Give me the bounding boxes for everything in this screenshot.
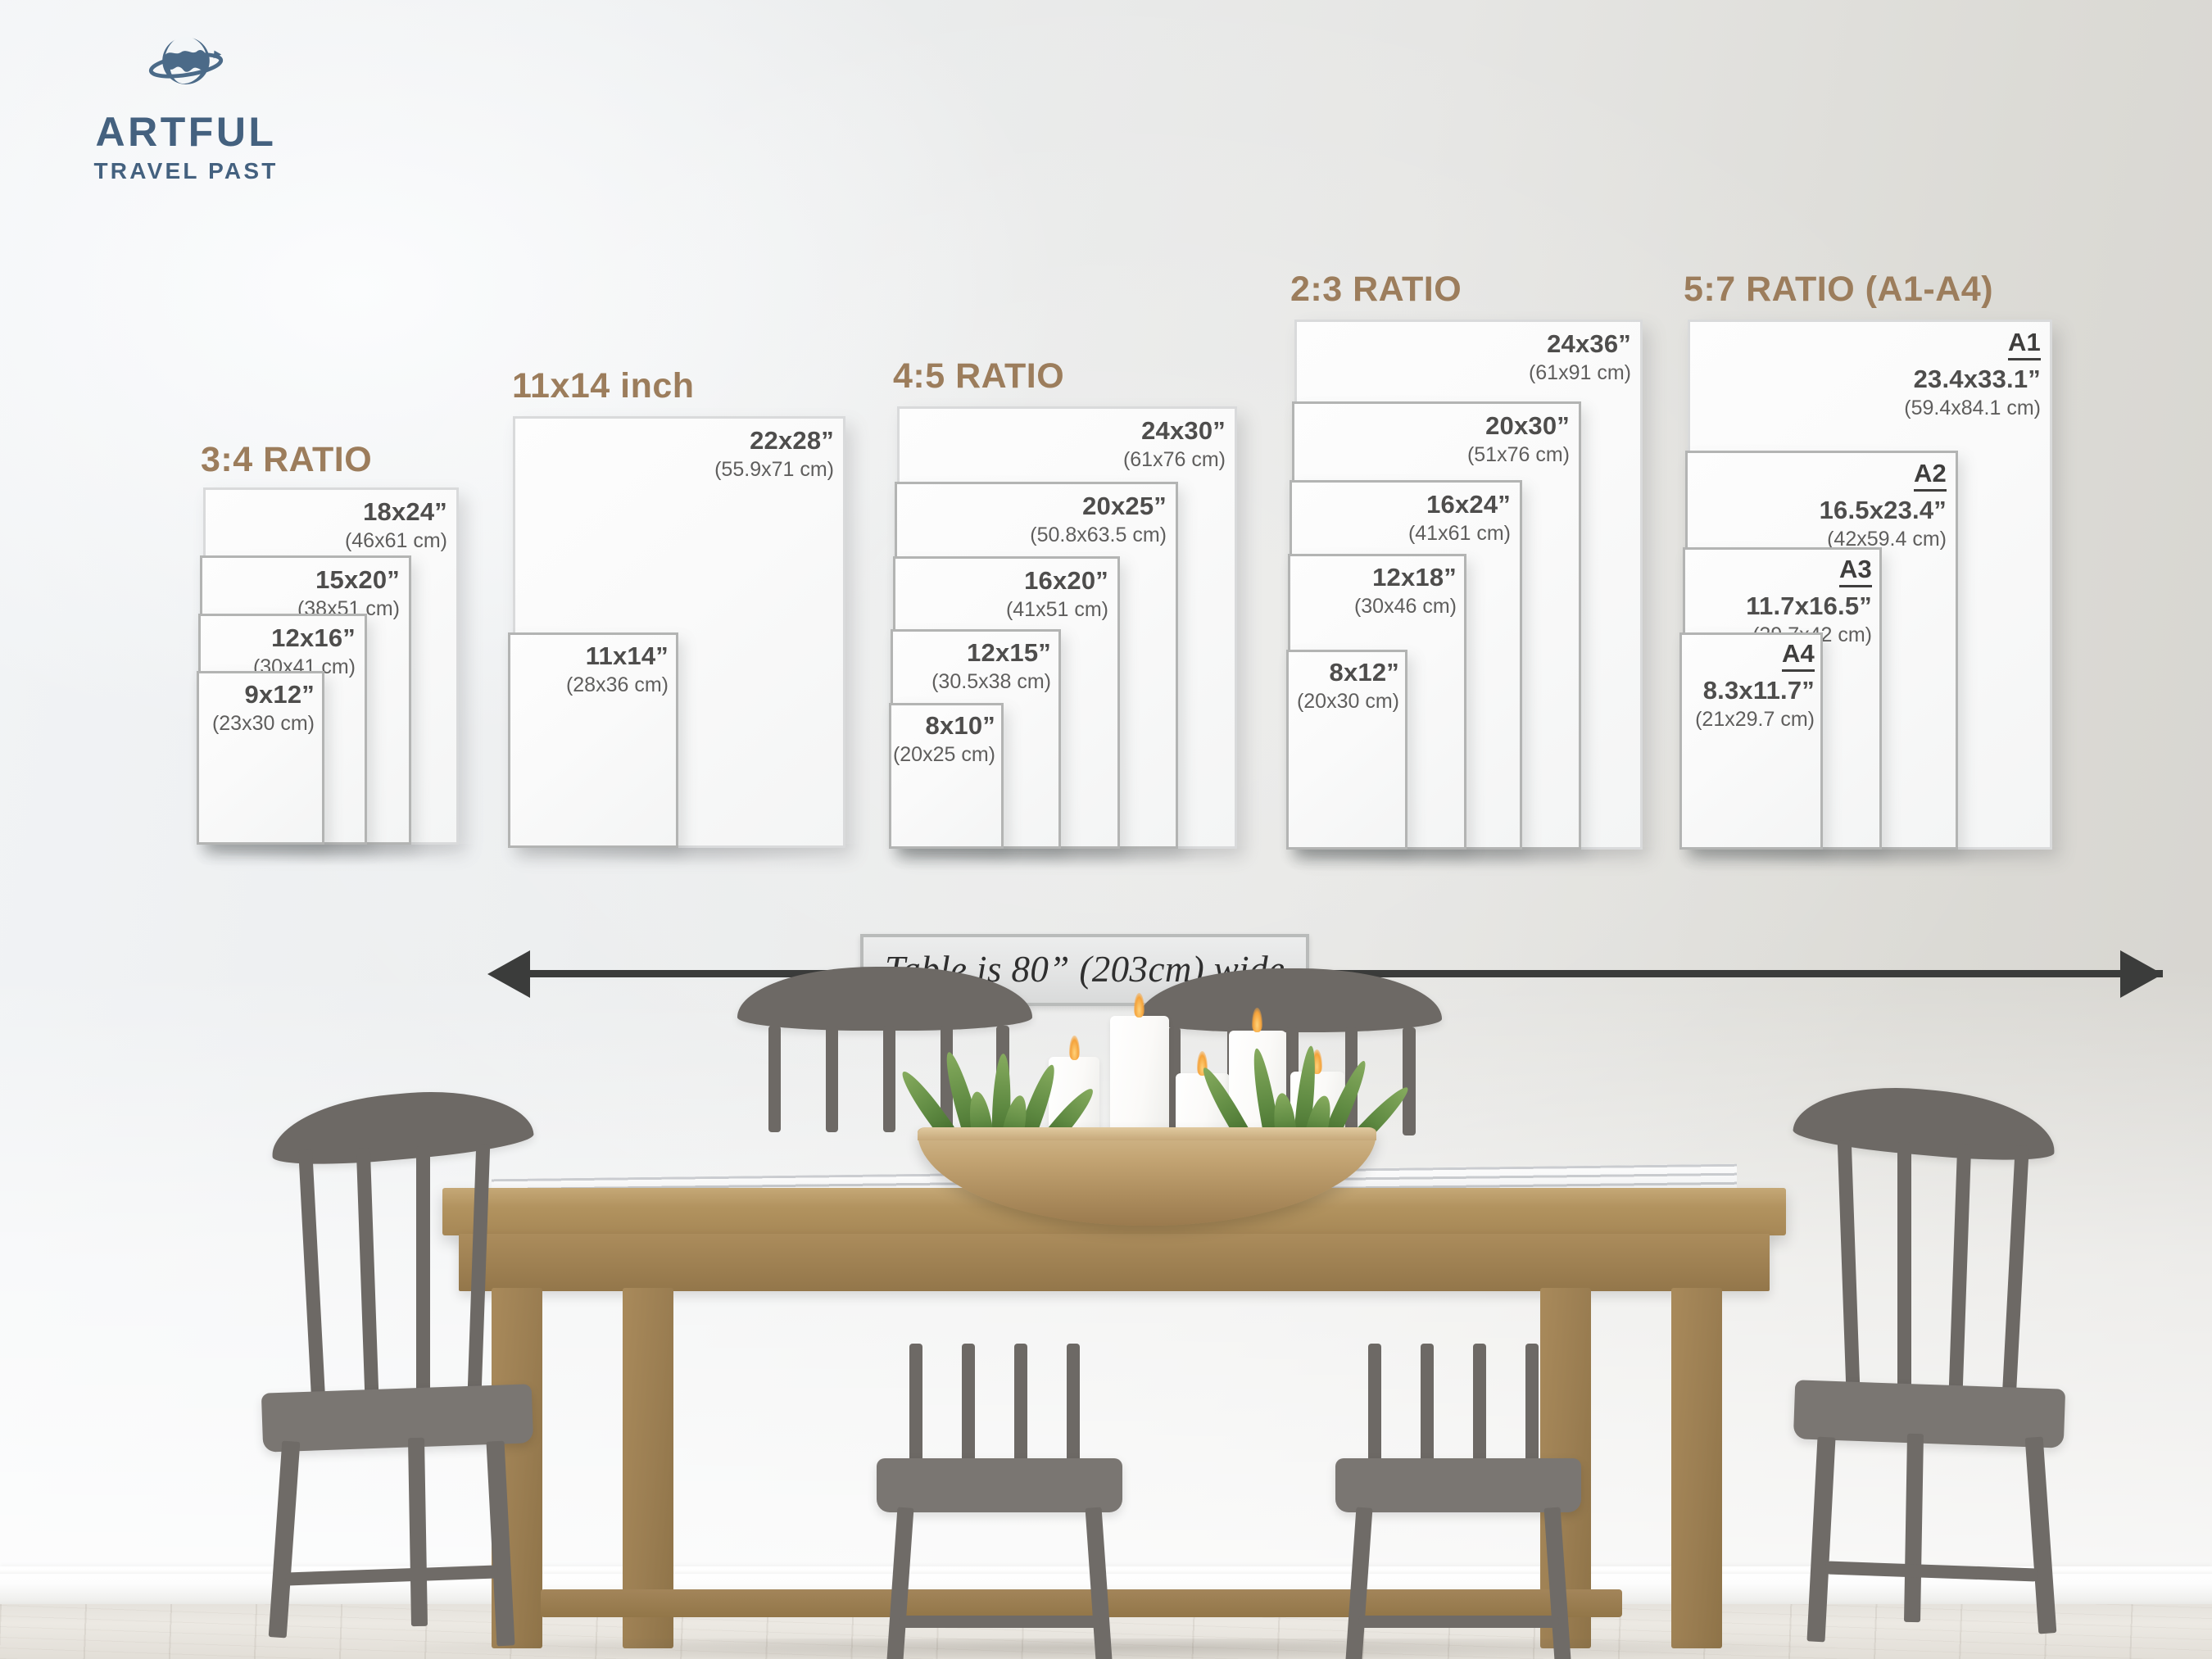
frame-11x14[interactable]: 11x14” (28x36 cm): [508, 632, 678, 848]
brand-logo: ARTFUL TRAVEL PAST: [51, 25, 321, 183]
frame-stack: 24x36” (61x91 cm) 20x30” (51x76 cm) 16x2…: [1286, 320, 1643, 850]
frame-label: 16x24” (41x61 cm): [1407, 490, 1511, 545]
frame-label: 24x30” (61x76 cm): [1122, 416, 1226, 471]
chair-front-center-right: [1311, 1098, 1655, 1659]
frame-code: A4: [1781, 640, 1815, 672]
table-leg: [1671, 1288, 1722, 1648]
frame-stack: 18x24” (46x61 cm) 15x20” (38x51 cm) 12x1…: [197, 487, 459, 848]
chair-front-right: [1704, 1078, 2114, 1647]
group-title: 3:4 RATIO: [201, 440, 373, 479]
table-shadow: [393, 1639, 1835, 1659]
group-title: 2:3 RATIO: [1290, 270, 1462, 309]
group-shadow: [205, 844, 475, 865]
group-shadow: [1294, 847, 1655, 868]
chair-front-left: [246, 1082, 655, 1647]
frame-label: A4 8.3x11.7” (21x29.7 cm): [1695, 639, 1815, 731]
flame-icon: [1252, 1008, 1262, 1032]
table-apron: [459, 1234, 1770, 1291]
bowl-rim: [918, 1127, 1376, 1140]
group-shadow: [897, 846, 1249, 868]
flame-icon: [1069, 1036, 1080, 1060]
frame-label: A2 16.5x23.4” (42x59.4 cm): [1819, 459, 1947, 551]
chair-front-center-left: [852, 1098, 1196, 1659]
group-title: 4:5 RATIO: [893, 356, 1065, 396]
frame-label: 18x24” (46x61 cm): [344, 497, 447, 552]
frame-stack: A1 23.4x33.1” (59.4x84.1 cm) A2 16.5x23.…: [1679, 320, 2052, 850]
frame-a4[interactable]: A4 8.3x11.7” (21x29.7 cm): [1679, 632, 1823, 850]
candle: [1110, 1016, 1169, 1147]
globe-icon: [148, 36, 224, 84]
frame-label: 9x12” (23x30 cm): [211, 680, 315, 735]
logo-text-primary: ARTFUL: [95, 109, 277, 155]
frame-code: A1: [2007, 329, 2041, 360]
group-shadow: [1688, 847, 2065, 868]
frame-label: 24x36” (61x91 cm): [1528, 329, 1631, 384]
frame-code: A3: [1838, 555, 1872, 587]
frame-label: 8x10” (20x25 cm): [892, 711, 995, 766]
logo-text-secondary: TRAVEL PAST: [93, 158, 279, 184]
frame-8x12[interactable]: 8x12” (20x30 cm): [1286, 650, 1407, 850]
frame-label: 12x18” (30x46 cm): [1353, 563, 1457, 618]
frame-stack: 24x30” (61x76 cm) 20x25” (50.8x63.5 cm) …: [889, 406, 1237, 849]
arrow-right-icon: [2120, 950, 2163, 998]
frame-label: A1 23.4x33.1” (59.4x84.1 cm): [1904, 328, 2041, 419]
frame-code: A2: [1913, 460, 1947, 492]
frame-9x12[interactable]: 9x12” (23x30 cm): [197, 671, 324, 845]
frame-8x10[interactable]: 8x10” (20x25 cm): [889, 703, 1004, 849]
frame-label: 20x25” (50.8x63.5 cm): [1030, 492, 1167, 546]
arrow-left-icon: [487, 950, 530, 998]
frame-label: 12x15” (30.5x38 cm): [931, 638, 1051, 693]
frame-stack: 22x28” (55.9x71 cm) 11x14” (28x36 cm): [508, 416, 845, 848]
flame-icon: [1134, 993, 1145, 1018]
group-title: 5:7 RATIO (A1-A4): [1684, 270, 1994, 309]
dining-set: [0, 967, 2212, 1659]
frame-label: 15x20” (38x51 cm): [297, 565, 400, 620]
table-stretcher: [541, 1589, 1622, 1617]
table-leg: [623, 1288, 673, 1648]
frame-label: 8x12” (20x30 cm): [1296, 658, 1399, 713]
frame-label: 16x20” (41x51 cm): [1005, 566, 1108, 621]
frame-label: 11x14” (28x36 cm): [565, 641, 669, 696]
group-title: 11x14 inch: [512, 366, 695, 406]
frame-label: 22x28” (55.9x71 cm): [714, 426, 834, 481]
frame-label: 20x30” (51x76 cm): [1466, 411, 1570, 466]
